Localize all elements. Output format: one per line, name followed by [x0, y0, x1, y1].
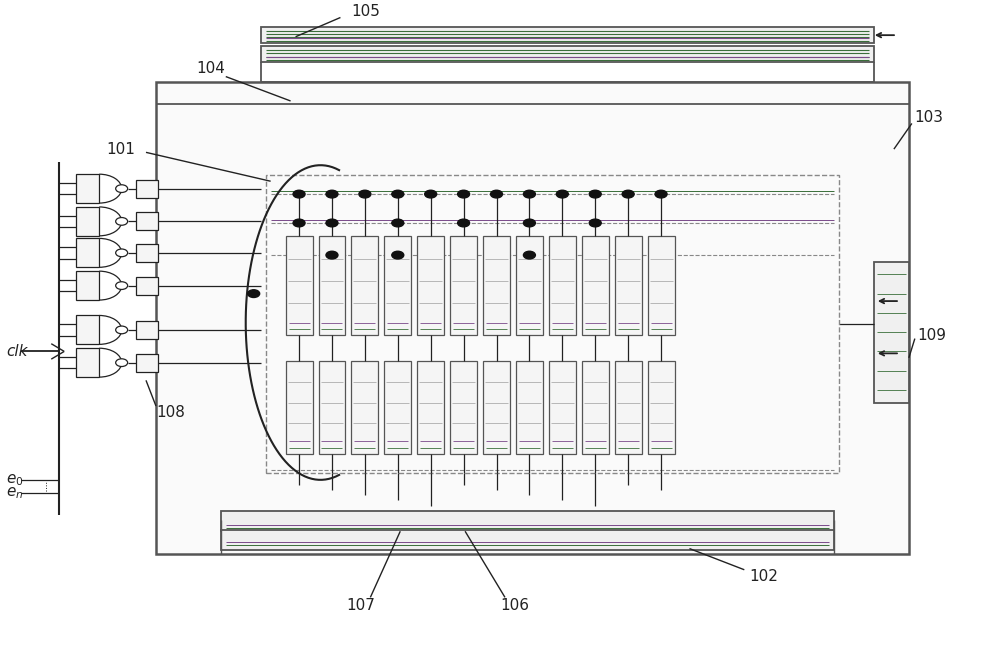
Circle shape	[523, 219, 535, 227]
Bar	[136, 321, 158, 339]
Bar	[136, 180, 158, 197]
Bar	[549, 361, 576, 454]
Bar	[136, 353, 158, 372]
Bar	[351, 361, 378, 454]
Bar	[384, 361, 411, 454]
Circle shape	[392, 219, 404, 227]
Bar	[136, 244, 158, 262]
Circle shape	[326, 219, 338, 227]
Bar	[417, 361, 444, 454]
Bar	[874, 261, 909, 402]
Text: $e_0$: $e_0$	[6, 472, 24, 488]
Bar	[319, 236, 345, 335]
Bar	[261, 46, 874, 63]
Bar	[549, 236, 576, 335]
Bar	[516, 361, 543, 454]
Bar	[648, 236, 675, 335]
Circle shape	[589, 219, 601, 227]
Bar	[615, 361, 642, 454]
Bar	[286, 361, 313, 454]
Bar	[582, 361, 609, 454]
Circle shape	[116, 359, 128, 366]
Bar	[76, 174, 99, 203]
Bar	[76, 207, 99, 236]
Text: 107: 107	[346, 597, 375, 613]
Circle shape	[248, 290, 260, 297]
Text: 102: 102	[749, 569, 778, 584]
Circle shape	[622, 190, 634, 198]
Circle shape	[326, 190, 338, 198]
Circle shape	[523, 252, 535, 259]
Circle shape	[293, 190, 305, 198]
Text: 105: 105	[351, 4, 380, 19]
Circle shape	[293, 219, 305, 227]
Circle shape	[655, 190, 667, 198]
Bar	[136, 212, 158, 230]
Circle shape	[523, 190, 535, 198]
Bar	[351, 236, 378, 335]
Bar	[76, 315, 99, 344]
Circle shape	[116, 184, 128, 192]
Bar	[261, 27, 874, 43]
Bar	[615, 236, 642, 335]
Bar	[286, 236, 313, 335]
Bar	[483, 361, 510, 454]
Circle shape	[116, 326, 128, 333]
Bar	[450, 361, 477, 454]
Text: 109: 109	[917, 328, 946, 343]
Circle shape	[392, 252, 404, 259]
Bar	[156, 82, 909, 553]
Text: 108: 108	[156, 405, 185, 420]
Bar	[319, 361, 345, 454]
Text: 104: 104	[196, 61, 225, 76]
Circle shape	[392, 190, 404, 198]
Circle shape	[116, 282, 128, 290]
Bar	[266, 175, 839, 473]
Bar	[417, 236, 444, 335]
Bar	[450, 236, 477, 335]
Bar	[221, 530, 834, 550]
Bar	[76, 239, 99, 267]
Circle shape	[458, 219, 470, 227]
Bar	[516, 236, 543, 335]
Bar	[582, 236, 609, 335]
Circle shape	[556, 190, 568, 198]
Circle shape	[491, 190, 502, 198]
Circle shape	[589, 190, 601, 198]
Bar	[483, 236, 510, 335]
Text: 103: 103	[914, 110, 943, 124]
Circle shape	[359, 190, 371, 198]
Bar	[384, 236, 411, 335]
Bar	[136, 277, 158, 295]
Circle shape	[326, 252, 338, 259]
Circle shape	[116, 249, 128, 257]
Bar	[76, 271, 99, 300]
Bar	[76, 348, 99, 377]
Text: $e_n$: $e_n$	[6, 485, 24, 501]
Text: 101: 101	[106, 142, 135, 157]
Bar	[221, 511, 834, 531]
Text: clk: clk	[6, 344, 28, 359]
Circle shape	[458, 190, 470, 198]
Circle shape	[116, 217, 128, 225]
Circle shape	[425, 190, 437, 198]
Bar	[648, 361, 675, 454]
Text: 106: 106	[500, 597, 529, 613]
